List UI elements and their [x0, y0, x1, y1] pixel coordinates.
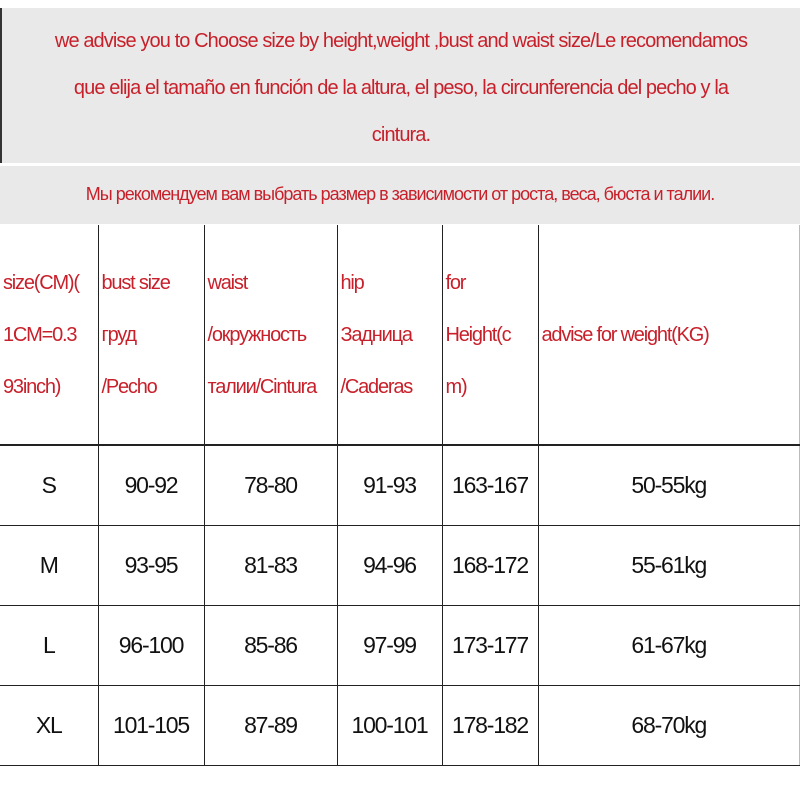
cell-weight: 50-55kg [537, 444, 800, 526]
table-row: XL 101-105 87-89 100-101 178-182 68-70kg [0, 685, 800, 766]
cell-bust: 90-92 [97, 444, 205, 526]
header-hip: hip Задница/Caderas [336, 225, 443, 446]
header-height: for Height(c m) [441, 225, 539, 446]
size-advice-notice: we advise you to Choose size by height,w… [0, 8, 800, 163]
cell-height: 168-172 [441, 525, 539, 606]
table-row: M 93-95 81-83 94-96 168-172 55-61kg [0, 525, 800, 606]
cell-weight: 61-67kg [537, 605, 800, 686]
cell-height: 178-182 [441, 685, 539, 766]
cell-hip: 97-99 [336, 605, 443, 686]
cell-bust: 101-105 [97, 685, 205, 766]
table-row: L 96-100 85-86 97-99 173-177 61-67kg [0, 605, 800, 686]
cell-size: M [0, 525, 99, 606]
header-waist: waist/окружность талии/Cintura [203, 225, 338, 446]
size-advice-notice-russian: Мы рекомендуем вам выбрать размер в зави… [0, 166, 800, 224]
size-chart-table: size(CM)(1CM=0.3 93inch) bust size груд/Pe… [0, 225, 800, 766]
cell-size: S [0, 444, 99, 526]
cell-height: 163-167 [441, 444, 539, 526]
notice-line: cintura. [371, 124, 431, 146]
header-size: size(CM)(1CM=0.3 93inch) [0, 225, 99, 446]
cell-waist: 87-89 [203, 685, 338, 766]
notice-line: we advise you to Choose size by height,w… [54, 30, 748, 52]
cell-waist: 78-80 [203, 444, 338, 526]
cell-weight: 55-61kg [537, 525, 800, 606]
cell-bust: 93-95 [97, 525, 205, 606]
table-header-row: size(CM)(1CM=0.3 93inch) bust size груд/Pe… [0, 225, 800, 446]
cell-weight: 68-70kg [537, 685, 800, 766]
cell-size: L [0, 605, 99, 686]
cell-waist: 81-83 [203, 525, 338, 606]
header-weight: advise for weight(KG) [537, 225, 800, 446]
cell-height: 173-177 [441, 605, 539, 686]
notice-line: que elija el tamaño en función de la alt… [73, 77, 729, 99]
cell-size: XL [0, 685, 99, 766]
cell-hip: 100-101 [336, 685, 443, 766]
cell-hip: 94-96 [336, 525, 443, 606]
cell-waist: 85-86 [203, 605, 338, 686]
cell-hip: 91-93 [336, 444, 443, 526]
table-row: S 90-92 78-80 91-93 163-167 50-55kg [0, 444, 800, 526]
cell-bust: 96-100 [97, 605, 205, 686]
header-bust: bust size груд/Pecho [97, 225, 205, 446]
